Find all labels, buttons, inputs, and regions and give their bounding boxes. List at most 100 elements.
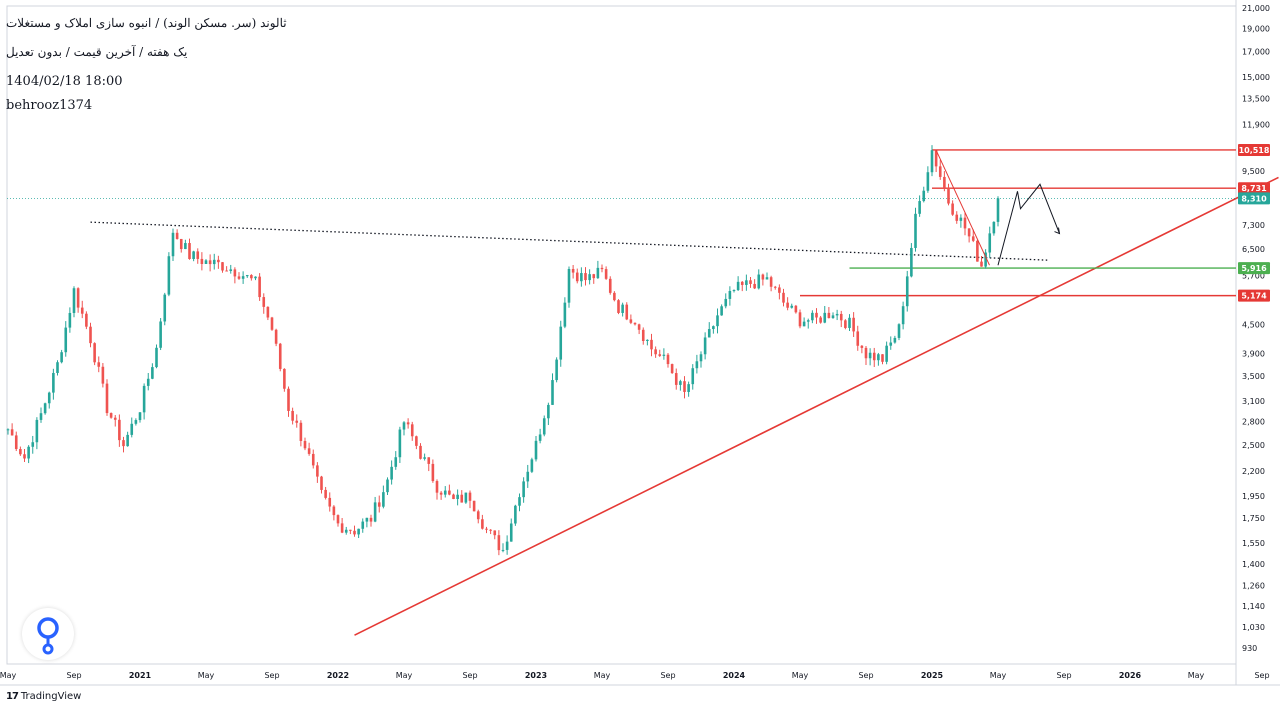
candle (431, 459, 435, 483)
candle (819, 315, 822, 324)
candle-body (600, 267, 604, 270)
level-tag (1238, 143, 1270, 156)
candle (716, 308, 719, 334)
candle (192, 250, 195, 262)
candle (60, 349, 63, 364)
chart-datetime: 1404/02/18 18:00 (6, 74, 123, 89)
candle-body (695, 361, 699, 369)
candle-body (27, 446, 30, 459)
trendlines (90, 176, 1279, 636)
candle-body (468, 492, 472, 501)
candle (415, 435, 418, 450)
candle-body (497, 535, 501, 551)
candle (489, 529, 492, 535)
candle (518, 493, 521, 512)
candle (910, 243, 913, 278)
plot-frame (6, 5, 1237, 665)
candle-body (225, 270, 228, 272)
candle-body (951, 203, 954, 215)
candle-body (526, 471, 530, 482)
candle (204, 259, 208, 265)
candle-body (93, 343, 96, 363)
candle-body (250, 275, 253, 279)
candle-body (584, 273, 587, 281)
candle (707, 322, 711, 338)
candle-body (10, 429, 14, 436)
candle (699, 351, 703, 368)
candle-body (996, 198, 1000, 222)
price-tick-label: 5,700 (1242, 272, 1265, 281)
candle (971, 229, 975, 243)
candle (571, 265, 575, 279)
candle-body (266, 306, 270, 318)
candle-body (105, 383, 109, 414)
candle-body (662, 354, 666, 356)
candle (691, 364, 695, 390)
candle (217, 255, 220, 269)
candle-body (6, 429, 10, 431)
candle (311, 449, 315, 469)
candle-body (217, 259, 220, 263)
price-axis[interactable]: 930 1,030 1,140 1,260 1,400 1,550 1,750 1,950 2,… (1242, 4, 1270, 653)
candle (757, 269, 761, 290)
candle (130, 417, 134, 438)
candle-body (200, 258, 204, 264)
candle-body (159, 321, 162, 348)
candle (390, 460, 393, 485)
level-tag-label: 5,916 (1241, 264, 1267, 273)
candle-body (860, 345, 864, 348)
candle-body (245, 275, 249, 277)
candle (596, 260, 600, 279)
candle (856, 325, 860, 351)
candle-body (270, 317, 274, 330)
candle (835, 309, 839, 321)
candle (658, 349, 662, 357)
candle (542, 415, 546, 437)
candle (712, 325, 715, 334)
candle (724, 293, 728, 309)
candle-body (798, 312, 802, 327)
candle (208, 254, 212, 272)
candle (514, 504, 517, 526)
candle (526, 464, 530, 488)
level-tag (1238, 262, 1270, 275)
candle-body (753, 283, 756, 289)
candle (918, 195, 921, 217)
candle-body (938, 166, 942, 177)
candle-body (757, 274, 761, 289)
candle (934, 149, 938, 173)
current-price-tag (1238, 192, 1270, 205)
tradingview-brand[interactable]: 17 TradingView (6, 691, 81, 702)
price-tick-label: 1,950 (1242, 492, 1265, 501)
candle (6, 428, 10, 435)
candle (460, 490, 464, 503)
candle (47, 391, 51, 409)
candle (258, 273, 261, 301)
candle (361, 518, 365, 533)
candle-body (571, 268, 575, 273)
candle (35, 417, 39, 450)
candle-body (241, 276, 245, 279)
price-tick-label: 3,900 (1242, 350, 1265, 359)
candle-body (567, 268, 571, 303)
watermark-badge (22, 608, 74, 660)
time-tick-label: Sep (660, 671, 675, 680)
candle (171, 228, 175, 262)
candle (844, 319, 847, 330)
candle-body (831, 315, 835, 319)
candle (427, 457, 431, 472)
candle (212, 253, 216, 270)
candle-body (806, 320, 810, 322)
candle (848, 314, 851, 331)
candle (736, 276, 740, 292)
candle (233, 267, 237, 284)
candle-body (456, 494, 459, 500)
time-tick-label: May (396, 671, 413, 680)
price-tick-label: 1,140 (1242, 602, 1265, 611)
candle (551, 373, 554, 405)
candle (14, 431, 18, 452)
candle-body (691, 368, 695, 385)
candle (464, 492, 468, 504)
time-axis[interactable]: May Sep 2021 May Sep 2022 May Sep 2023 May Sep 2024… (0, 671, 1270, 680)
